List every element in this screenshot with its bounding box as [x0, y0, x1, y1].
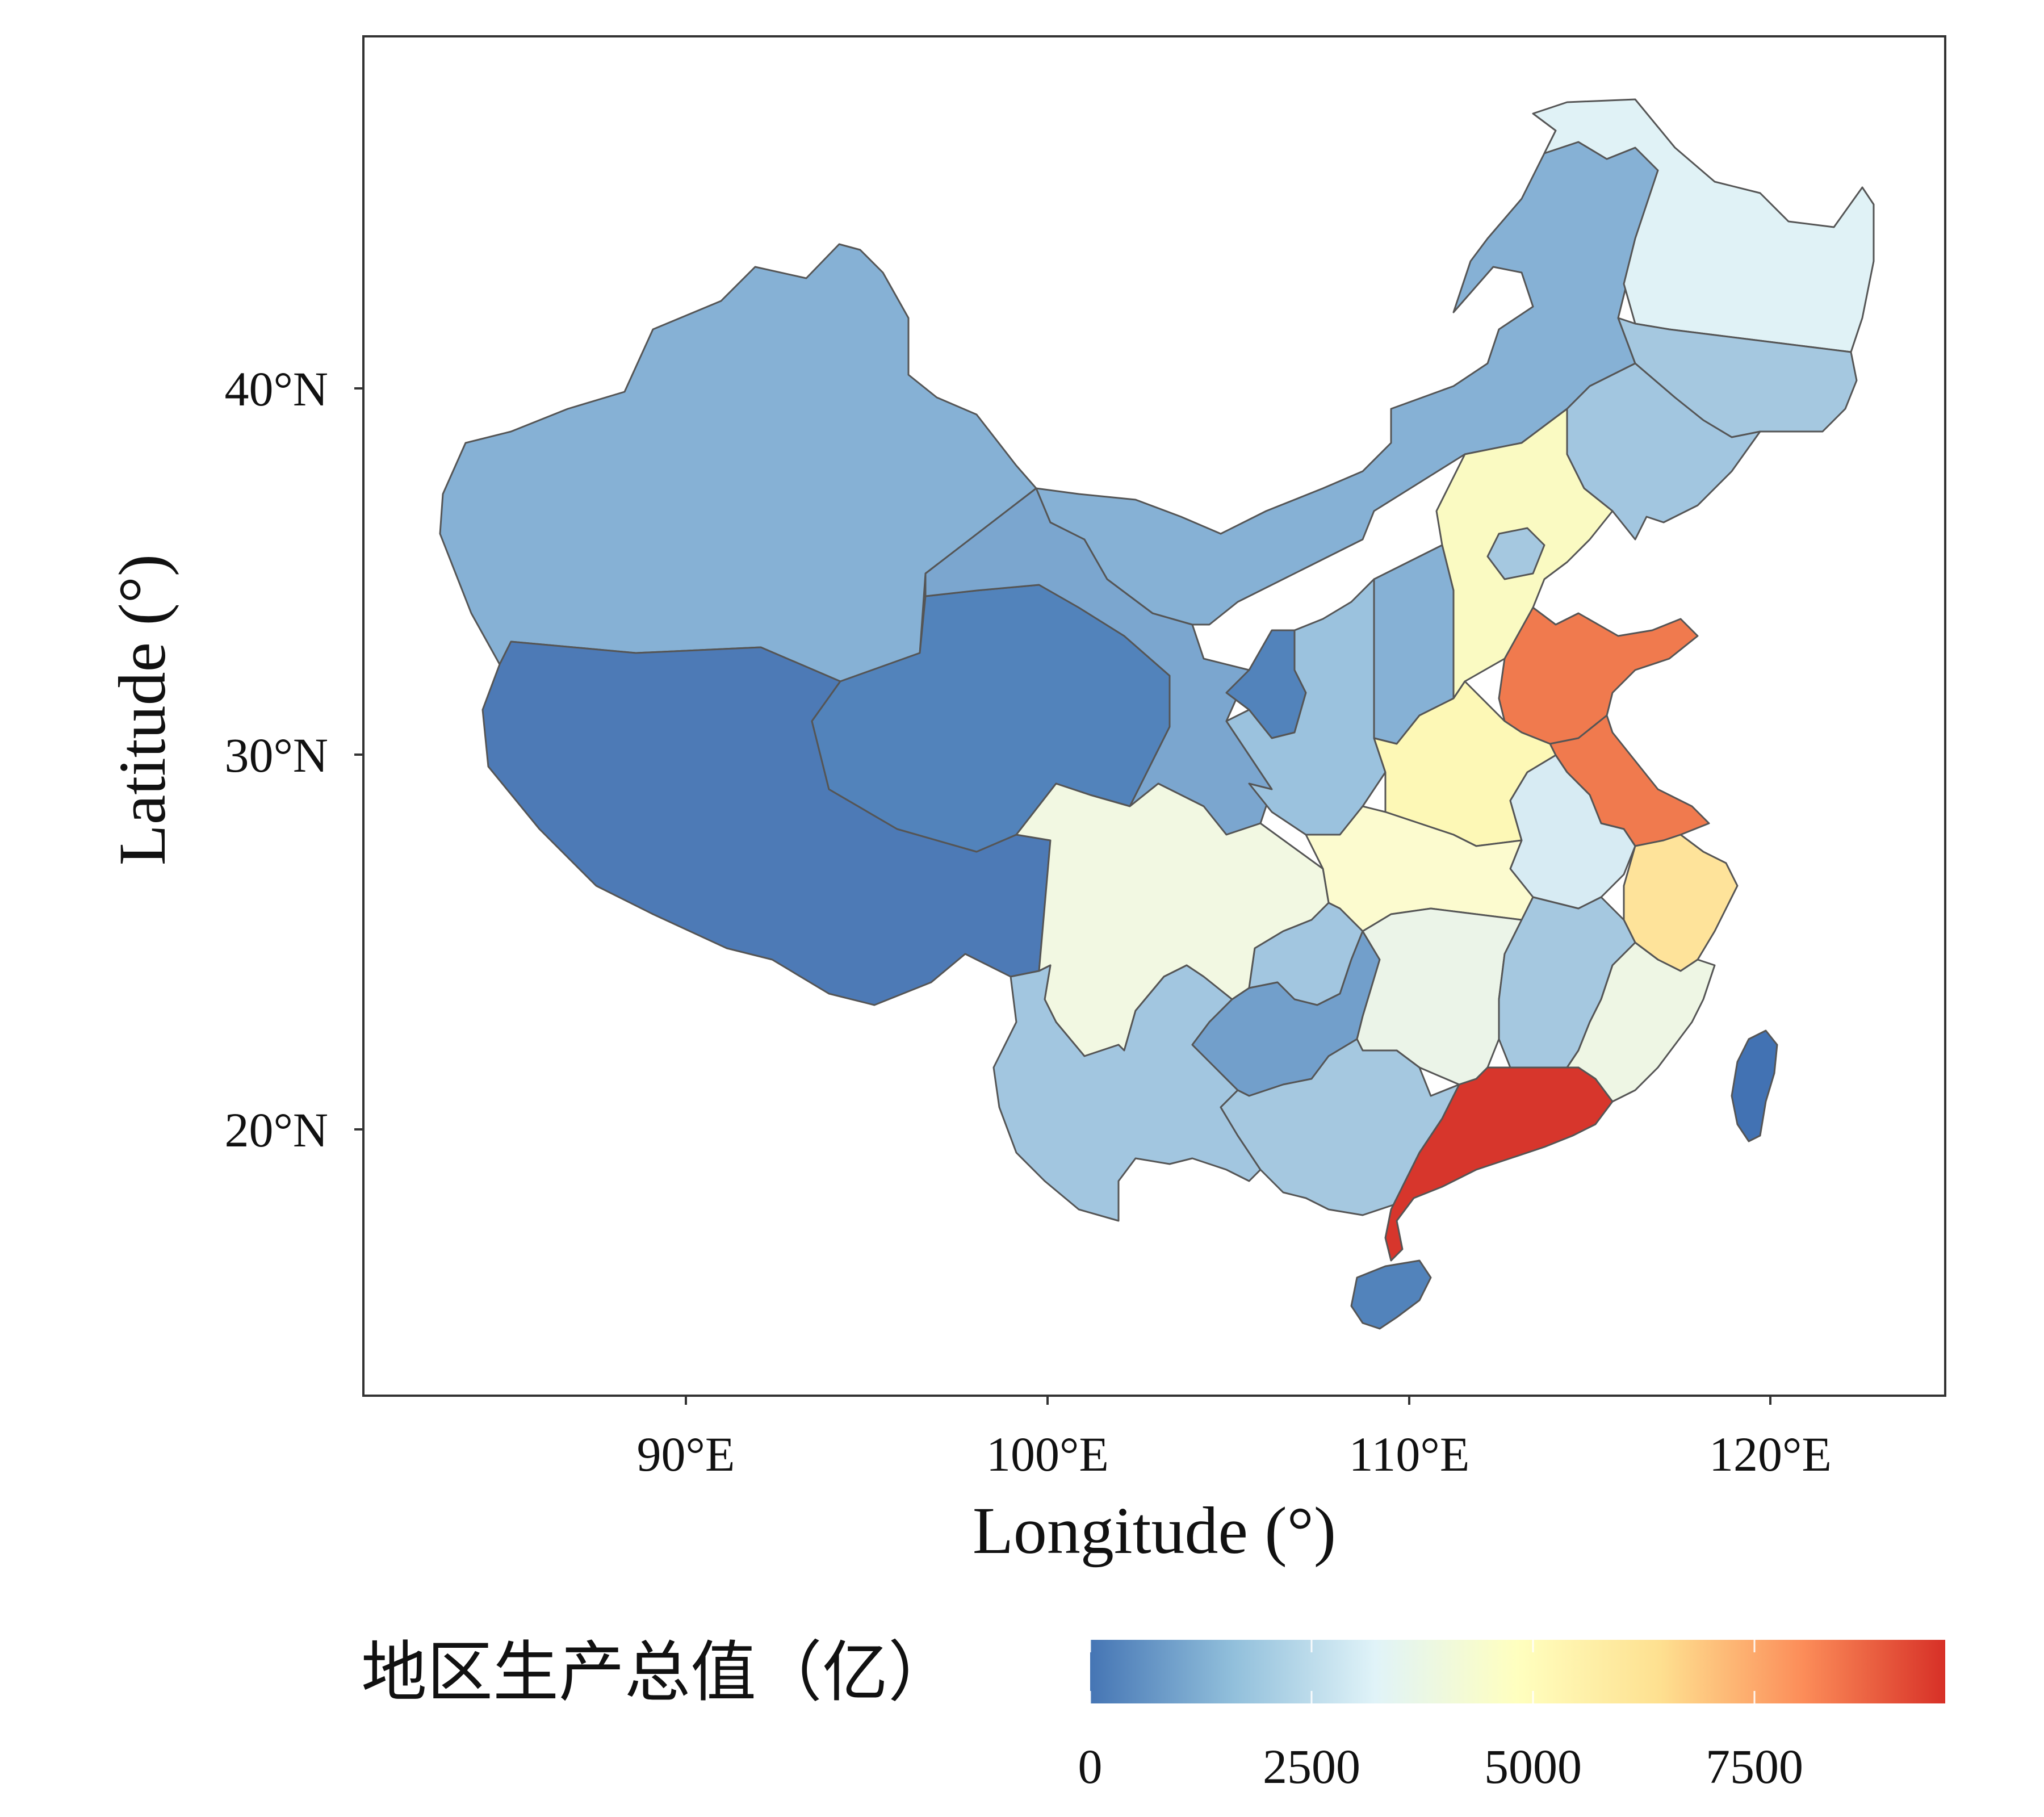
guangdong-region[interactable]	[1384, 1066, 1614, 1262]
fujian-region[interactable]	[1566, 941, 1716, 1103]
y-tick-label: 40°N	[225, 362, 329, 416]
y-tick-label: 20°N	[225, 1103, 329, 1157]
x-axis-title: Longitude (°)	[973, 1493, 1336, 1568]
color-legend: 地区生产总值（亿） 0 2500 5000 7500	[361, 1637, 1945, 1794]
y-axis-title: Latitude (°)	[105, 554, 179, 865]
legend-title: 地区生产总值（亿）	[361, 1637, 954, 1710]
colorbar-tick-label: 5000	[1484, 1739, 1582, 1794]
heilongjiang-region[interactable]	[1532, 98, 1875, 353]
x-tick-label: 90°E	[637, 1427, 735, 1481]
x-tick-label: 100°E	[986, 1427, 1109, 1481]
colorbar-tick-label: 0	[1078, 1739, 1103, 1794]
colorbar-tick-label: 7500	[1706, 1739, 1803, 1794]
x-axis: 90°E 100°E 110°E 120°E Longitude (°)	[637, 1396, 1832, 1568]
colorbar	[1090, 1640, 1945, 1703]
shaanxi-region[interactable]	[1225, 578, 1387, 836]
y-tick-label: 30°N	[225, 728, 329, 782]
x-tick-label: 110°E	[1349, 1427, 1470, 1481]
colorbar-tick-label: 2500	[1263, 1739, 1360, 1794]
beijing-region[interactable]	[1486, 527, 1545, 580]
hainan-region[interactable]	[1350, 1259, 1432, 1330]
x-tick-label: 120°E	[1709, 1427, 1832, 1481]
shandong-region[interactable]	[1498, 606, 1699, 745]
taiwan-region[interactable]	[1731, 1029, 1778, 1142]
map-regions	[439, 98, 1875, 1330]
y-axis: 40°N 30°N 20°N Latitude (°)	[105, 362, 363, 1157]
